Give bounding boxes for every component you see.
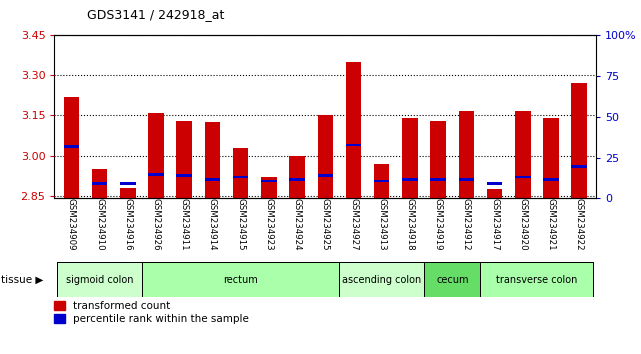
Bar <box>481 262 594 297</box>
Text: GSM234918: GSM234918 <box>406 198 415 251</box>
Bar <box>374 179 390 182</box>
Bar <box>233 148 249 198</box>
Bar <box>142 262 340 297</box>
Bar <box>120 188 136 198</box>
Bar <box>374 164 390 198</box>
Legend: transformed count, percentile rank within the sample: transformed count, percentile rank withi… <box>54 301 249 324</box>
Text: GSM234921: GSM234921 <box>547 198 556 251</box>
Text: tissue ▶: tissue ▶ <box>1 275 44 285</box>
Text: GSM234912: GSM234912 <box>462 198 471 251</box>
Bar <box>63 97 79 198</box>
Bar <box>458 112 474 198</box>
Text: GSM234911: GSM234911 <box>179 198 188 251</box>
Bar <box>204 178 221 181</box>
Bar <box>487 182 503 185</box>
Text: GSM234925: GSM234925 <box>320 198 330 251</box>
Bar <box>289 155 305 198</box>
Text: GSM234917: GSM234917 <box>490 198 499 251</box>
Bar <box>261 177 277 198</box>
Bar <box>402 178 418 181</box>
Bar <box>317 174 333 177</box>
Bar <box>289 178 305 181</box>
Text: GSM234926: GSM234926 <box>151 198 160 251</box>
Bar <box>430 178 446 181</box>
Bar <box>148 113 164 198</box>
Bar <box>176 121 192 198</box>
Text: GSM234924: GSM234924 <box>292 198 302 251</box>
Text: GSM234922: GSM234922 <box>575 198 584 251</box>
Text: GSM234920: GSM234920 <box>519 198 528 251</box>
Text: GSM234913: GSM234913 <box>378 198 387 251</box>
Bar <box>424 262 481 297</box>
Bar <box>515 112 531 198</box>
Bar <box>543 178 559 181</box>
Text: GSM234927: GSM234927 <box>349 198 358 251</box>
Text: GSM234915: GSM234915 <box>236 198 245 251</box>
Text: ascending colon: ascending colon <box>342 275 421 285</box>
Bar <box>402 118 418 198</box>
Bar <box>261 179 277 182</box>
Bar <box>345 62 362 198</box>
Bar <box>63 145 79 148</box>
Bar <box>571 165 587 167</box>
Text: GSM234916: GSM234916 <box>123 198 132 251</box>
Bar <box>345 143 362 146</box>
Bar <box>176 174 192 177</box>
Text: GSM234914: GSM234914 <box>208 198 217 251</box>
Bar <box>543 118 559 198</box>
Text: GSM234909: GSM234909 <box>67 198 76 251</box>
Bar <box>458 178 474 181</box>
Bar <box>515 176 531 178</box>
Bar <box>317 115 333 198</box>
Bar <box>92 182 108 185</box>
Bar <box>571 84 587 198</box>
Text: GSM234923: GSM234923 <box>264 198 273 251</box>
Bar <box>92 169 108 198</box>
Text: GSM234919: GSM234919 <box>434 198 443 251</box>
Bar <box>120 182 136 185</box>
Text: sigmoid colon: sigmoid colon <box>66 275 133 285</box>
Bar <box>233 176 249 178</box>
Bar <box>148 173 164 176</box>
Text: cecum: cecum <box>436 275 469 285</box>
Text: GDS3141 / 242918_at: GDS3141 / 242918_at <box>87 8 224 21</box>
Bar <box>430 121 446 198</box>
Text: GSM234910: GSM234910 <box>95 198 104 251</box>
Bar <box>340 262 424 297</box>
Text: rectum: rectum <box>223 275 258 285</box>
Text: transverse colon: transverse colon <box>496 275 578 285</box>
Bar <box>204 122 221 198</box>
Bar <box>487 189 503 198</box>
Bar <box>57 262 142 297</box>
